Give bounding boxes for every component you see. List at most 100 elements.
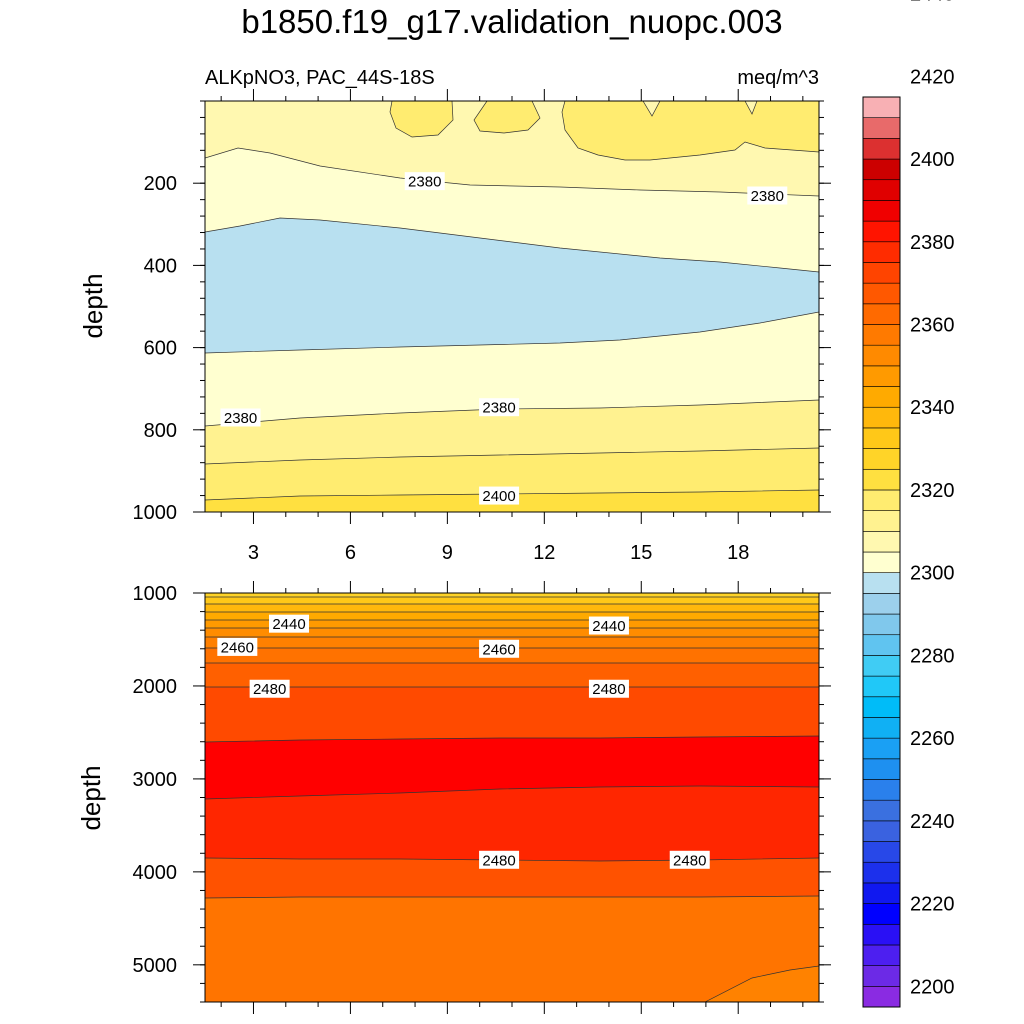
- colorbar-swatch: [862, 282, 901, 305]
- colorbar-swatch: [862, 737, 901, 760]
- colorbar-swatch: [862, 303, 901, 325]
- contour-label: 2400: [482, 488, 515, 505]
- contour-label-box: [479, 850, 520, 869]
- upper-y-tick-label: 1000: [133, 502, 178, 524]
- contour-label-box: [479, 639, 520, 658]
- contour-label: 2380: [482, 400, 515, 417]
- x-tick-label: 18: [727, 542, 749, 564]
- upper-y-tick-label: 600: [144, 338, 177, 360]
- colorbar-swatch: [862, 138, 901, 160]
- chart-title: b1850.f19_g17.validation_nuopc.003: [241, 3, 783, 40]
- contour-label-box: [479, 398, 520, 417]
- contour-labels: 2380 2380 2380 2380 2400 2440 2440 2460 2460 2480…: [217, 172, 788, 869]
- contour-label-box: [669, 850, 710, 869]
- contour-label: 2460: [482, 641, 515, 658]
- lower-y-tick-label: 3000: [133, 769, 178, 791]
- colorbar-swatch: [862, 799, 901, 822]
- contour-label: 2380: [408, 174, 441, 191]
- lower-panel-contours: [205, 596, 819, 1002]
- colorbar-swatch: [862, 675, 901, 698]
- colorbar-swatch: [862, 324, 901, 346]
- upper-y-tick-label: 400: [144, 255, 177, 277]
- contour-label: 2380: [224, 410, 257, 427]
- x-tick-label: 6: [345, 542, 356, 564]
- contour-label-box: [249, 679, 290, 698]
- colorbar-frame: [862, 96, 901, 1008]
- colorbar-swatch: [862, 572, 901, 594]
- colorbar-label: 2260: [910, 728, 955, 750]
- x-tick-label: 3: [248, 542, 259, 564]
- lower-axes: 1000 2000 3000 4000 5000: [133, 583, 831, 1003]
- colorbar-swatch: [862, 96, 901, 118]
- contour-label: 2480: [673, 852, 706, 869]
- upper-y-tick-label: 800: [144, 420, 177, 442]
- x-tick-label: 15: [630, 542, 652, 564]
- colorbar-swatch: [862, 634, 901, 656]
- colorbar-swatch: [862, 779, 901, 801]
- contour-label: 2440: [272, 616, 305, 633]
- colorbar-swatch: [862, 820, 901, 842]
- x-axis: 3 6 9 12 15 18: [220, 89, 804, 1014]
- colorbar-label: 2220: [910, 894, 955, 916]
- lower-ylabel: depth: [76, 765, 106, 830]
- lower-y-tick-label: 5000: [133, 955, 178, 977]
- colorbar-swatch: [862, 696, 901, 718]
- x-tick-label: 9: [442, 542, 453, 564]
- colorbar-swatch: [862, 241, 901, 263]
- colorbar-swatch: [862, 861, 901, 884]
- colorbar-swatch: [862, 386, 901, 408]
- colorbar-swatch: [862, 179, 901, 201]
- contour-label-box: [479, 486, 520, 505]
- colorbar-swatch: [862, 510, 901, 532]
- colorbar-swatch: [862, 551, 901, 573]
- colorbar-swatch: [862, 365, 901, 387]
- colorbar-swatch: [862, 158, 901, 181]
- lower-y-tick-label: 1000: [133, 583, 178, 605]
- colorbar-swatch: [862, 593, 901, 615]
- colorbar-label: 2420: [910, 66, 955, 88]
- contour-label-box: [217, 637, 258, 656]
- contour-label: 2480: [592, 681, 625, 698]
- contour-label-box: [220, 408, 261, 427]
- colorbar-label: 2200: [910, 976, 955, 998]
- upper-ylabel: depth: [78, 273, 108, 338]
- colorbar-swatch: [862, 986, 901, 1008]
- colorbar-label: 2360: [910, 315, 955, 337]
- colorbar: 2200 2220 2240 2260 2280 2300 2320 2340 2360 2380…: [862, 0, 955, 1008]
- colorbar-swatch: [862, 903, 901, 925]
- colorbar-swatch: [862, 758, 901, 780]
- upper-y-tick-label: 200: [144, 173, 177, 195]
- colorbar-swatch: [862, 944, 901, 966]
- colorbar-swatch: [862, 882, 901, 904]
- lower-y-tick-label: 4000: [133, 862, 178, 884]
- upper-axes: 200 400 600 800 1000: [133, 100, 831, 524]
- colorbar-swatch: [862, 344, 901, 367]
- contour-label: 2460: [221, 639, 254, 656]
- colorbar-swatch: [862, 117, 901, 139]
- colorbar-label: 2240: [910, 811, 955, 833]
- colorbar-swatch: [862, 406, 901, 429]
- colorbar-swatch: [862, 448, 901, 470]
- colorbar-label: 2400: [910, 149, 955, 171]
- colorbar-label: 2440: [910, 0, 955, 6]
- colorbar-swatch: [862, 965, 901, 987]
- colorbar-swatch: [862, 923, 901, 946]
- colorbar-swatch: [862, 262, 901, 284]
- contour-label-box: [747, 186, 788, 205]
- colorbar-swatch: [862, 717, 901, 739]
- lower-panel-fill: [205, 593, 819, 1002]
- colorbar-label: 2320: [910, 480, 955, 502]
- colorbar-swatch: [862, 427, 901, 449]
- colorbar-swatch: [862, 489, 901, 511]
- colorbar-label: 2300: [910, 563, 955, 585]
- variable-label: ALKpNO3, PAC_44S-18S: [205, 67, 435, 89]
- colorbar-swatch: [862, 468, 901, 491]
- contour-label-box: [588, 679, 629, 698]
- colorbar-label: 2280: [910, 645, 955, 667]
- x-tick-label: 12: [533, 542, 555, 564]
- contour-label: 2380: [751, 188, 784, 205]
- colorbar-swatch: [862, 613, 901, 636]
- colorbar-swatch: [862, 200, 901, 222]
- lower-y-tick-label: 2000: [133, 676, 178, 698]
